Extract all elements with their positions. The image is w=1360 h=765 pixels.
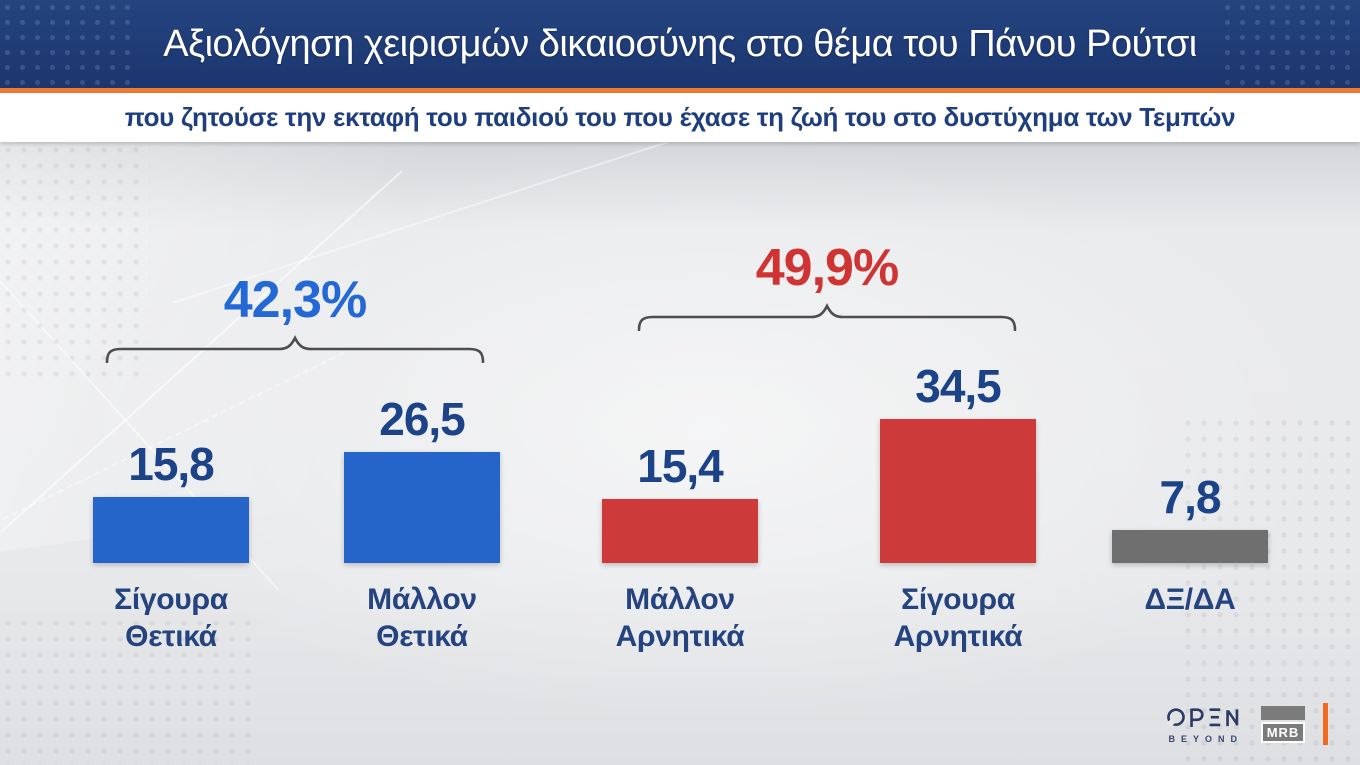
bar-value-label: 34,5 <box>915 360 1002 412</box>
bar-category-label: ΔΞ/ΔΑ <box>1144 583 1236 616</box>
group-bracket <box>105 335 485 363</box>
orange-accent-line <box>1323 703 1328 745</box>
subtitle-strip: που ζητούσε την εκταφή του παιδιού του π… <box>0 93 1360 142</box>
bar-category-label: Μάλλον Θετικά <box>367 583 477 653</box>
open-logo: BEYOND <box>1162 705 1243 744</box>
bar-value-label: 15,8 <box>128 438 215 490</box>
bar-value-label: 15,4 <box>637 440 724 492</box>
open-beyond-label: BEYOND <box>1168 733 1243 744</box>
bar-chart: 15,8 Σίγουρα Θετικά 26,5 Μάλλον Θετικά 15,4 Μάλ… <box>0 142 1360 765</box>
halftone-dots-top-right <box>1220 0 1360 88</box>
group-total-label: 42,3% <box>223 271 367 329</box>
bar-value-label: 26,5 <box>379 393 466 445</box>
orange-divider <box>0 88 1360 93</box>
bar <box>93 497 249 563</box>
bar-value-label: 7,8 <box>1159 471 1222 523</box>
bar-category-label: Σίγουρα Αρνητικά <box>893 583 1023 653</box>
page-subtitle: που ζητούσε την εκταφή του παιδιού του π… <box>124 102 1236 132</box>
chart-area: 15,8 Σίγουρα Θετικά 26,5 Μάλλον Θετικά 15,4 Μάλ… <box>0 142 1360 765</box>
bar <box>344 452 500 563</box>
group-total-label: 49,9% <box>755 239 899 297</box>
title-banner: Αξιολόγηση χειρισμών δικαιοσύνης στο θέμ… <box>0 0 1360 88</box>
group-total-negative: 49,9% <box>637 241 1017 331</box>
mrb-logo-label: MRB <box>1261 721 1305 743</box>
page-title: Αξιολόγηση χειρισμών δικαιοσύνης στο θέμ… <box>163 22 1197 65</box>
halftone-dots-top-left <box>0 0 140 88</box>
mrb-logo-bar <box>1261 705 1305 720</box>
group-total-positive: 42,3% <box>105 273 485 363</box>
group-bracket <box>637 303 1017 331</box>
bar <box>1112 530 1268 563</box>
bar-category-label: Μάλλον Αρνητικά <box>615 583 745 653</box>
bar-category-label: Σίγουρα Θετικά <box>114 583 228 653</box>
open-tv-logo-icon <box>1166 707 1238 727</box>
branding: BEYOND MRB <box>1162 703 1328 745</box>
bar <box>880 419 1036 563</box>
mrb-logo: MRB <box>1261 705 1305 743</box>
bar <box>602 499 758 563</box>
